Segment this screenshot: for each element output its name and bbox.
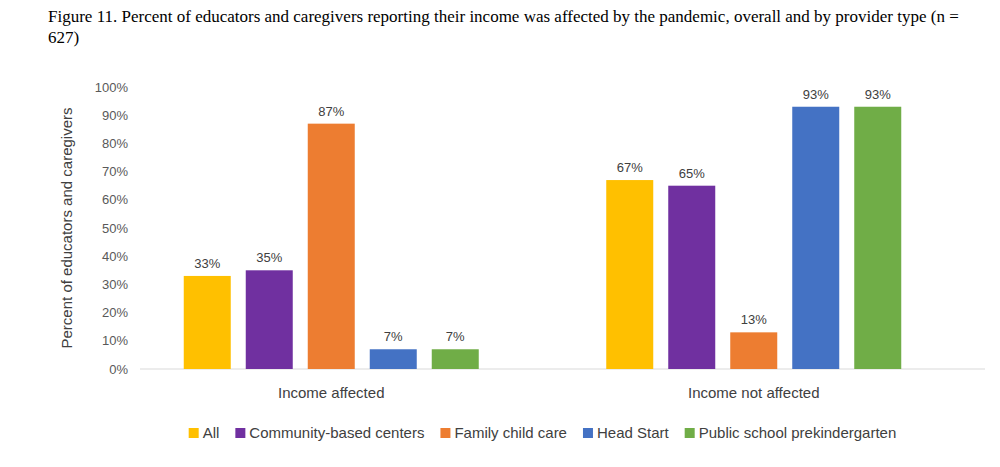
legend-swatch	[189, 428, 199, 438]
bar	[792, 107, 839, 369]
y-tick-label: 70%	[102, 164, 128, 179]
y-tick-label: 100%	[95, 80, 129, 95]
legend-item: Family child care	[440, 424, 567, 441]
bar	[246, 270, 293, 369]
bar	[432, 349, 479, 369]
legend: All Community-based centers Family child c…	[189, 424, 897, 441]
legend-swatch	[235, 428, 245, 438]
legend-label: Family child care	[454, 424, 567, 441]
legend-swatch	[583, 428, 593, 438]
legend-label: Head Start	[597, 424, 670, 441]
bar	[668, 186, 715, 369]
bar	[184, 276, 231, 369]
data-label: 13%	[741, 312, 767, 327]
data-label: 93%	[865, 87, 891, 102]
bar	[606, 180, 653, 369]
bar	[854, 107, 901, 369]
x-tick-label: Income affected	[278, 384, 384, 401]
y-tick-label: 80%	[102, 136, 128, 151]
bars	[184, 107, 902, 369]
legend-item: All	[189, 424, 220, 441]
x-tick-label: Income not affected	[688, 384, 819, 401]
legend-swatch	[440, 428, 450, 438]
legend-label: Public school prekindergarten	[699, 424, 897, 441]
legend-item: Public school prekindergarten	[685, 424, 897, 441]
data-label: 7%	[446, 329, 465, 344]
data-label: 87%	[318, 104, 344, 119]
y-tick-label: 20%	[102, 305, 128, 320]
y-tick-label: 50%	[102, 221, 128, 236]
data-label: 65%	[679, 166, 705, 181]
y-tick-label: 40%	[102, 249, 128, 264]
y-tick-label: 90%	[102, 108, 128, 123]
y-tick-label: 10%	[102, 333, 128, 348]
legend-label: All	[203, 424, 220, 441]
y-tick-label: 60%	[102, 192, 128, 207]
bar	[370, 349, 417, 369]
y-tick-label: 30%	[102, 277, 128, 292]
legend-swatch	[685, 428, 695, 438]
y-tick-label: 0%	[109, 362, 128, 377]
data-label: 7%	[384, 329, 403, 344]
y-axis-label: Percent of educators and caregivers	[58, 108, 75, 349]
legend-item: Community-based centers	[235, 424, 424, 441]
chart: 0% 10% 20% 30% 40% 50% 60% 70% 80% 90% 100% Percent…	[0, 0, 1000, 467]
data-label: 67%	[617, 160, 643, 175]
bar	[730, 332, 777, 369]
data-label: 33%	[194, 256, 220, 271]
legend-item: Head Start	[583, 424, 670, 441]
bar	[308, 124, 355, 369]
data-label: 35%	[256, 250, 282, 265]
data-labels: 33% 35% 87% 7% 7% 67% 65% 13% 93% 93%	[194, 87, 891, 345]
chart-title: Figure 11. Percent of educators and care…	[48, 6, 978, 48]
legend-label: Community-based centers	[249, 424, 424, 441]
data-label: 93%	[803, 87, 829, 102]
